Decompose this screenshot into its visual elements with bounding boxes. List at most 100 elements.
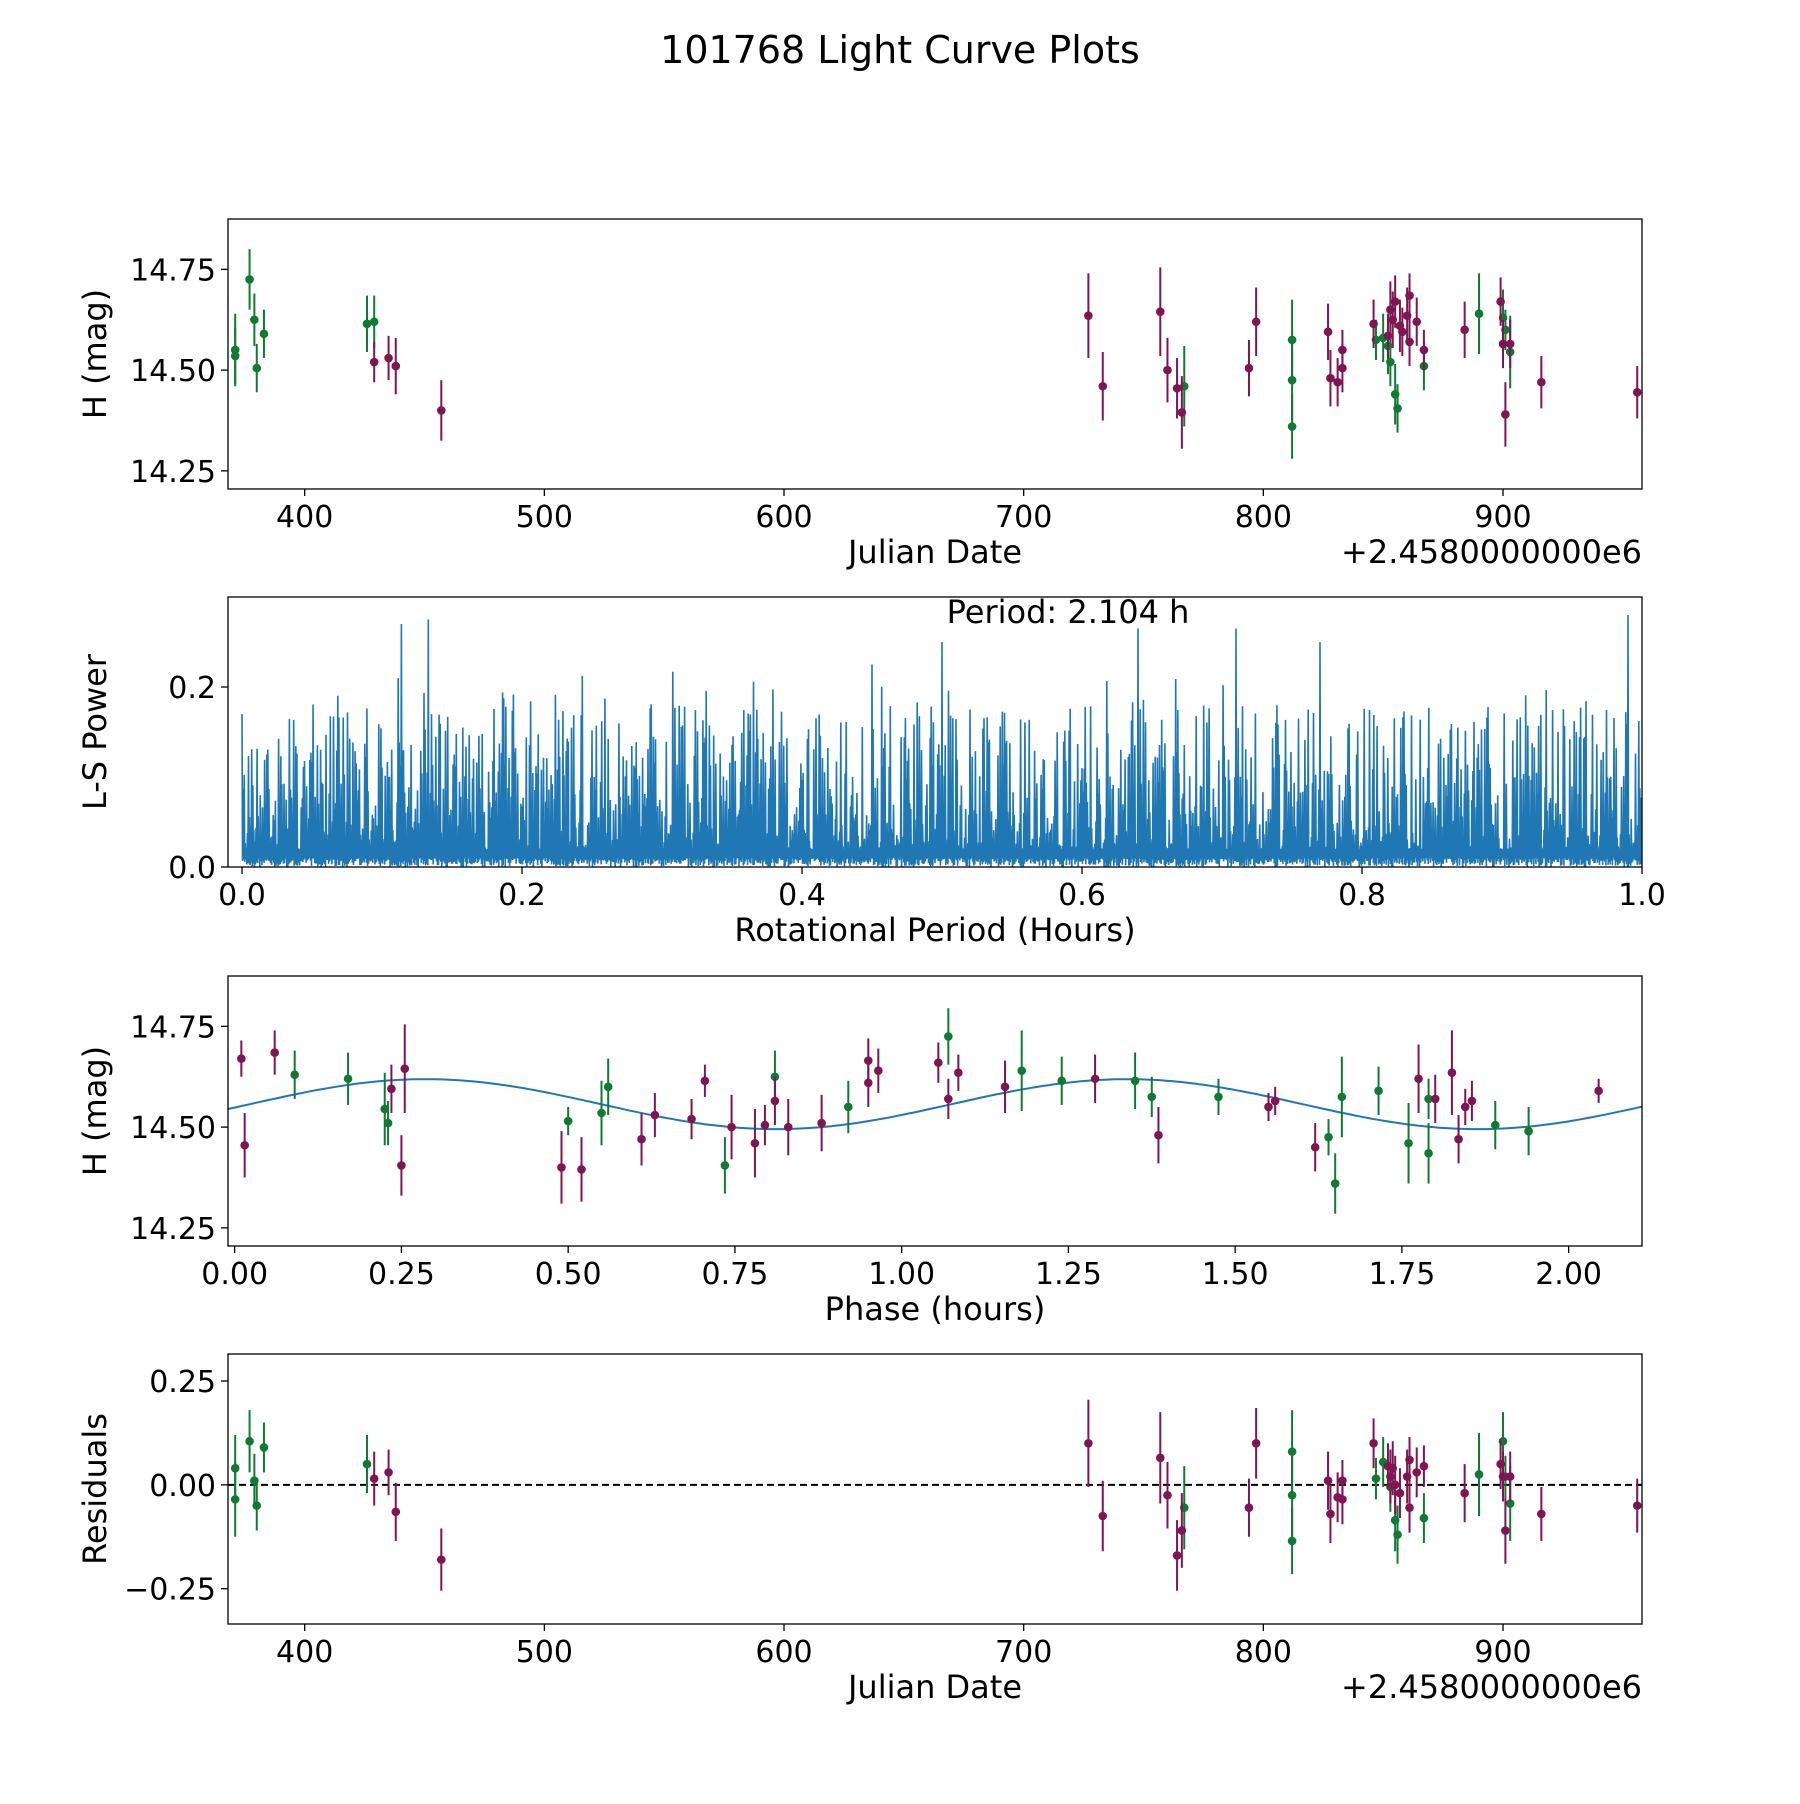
red-data-point bbox=[557, 1163, 566, 1172]
green-data-point bbox=[1524, 1126, 1533, 1136]
x-tick-label: 0.25 bbox=[368, 1257, 435, 1292]
x-tick-label: 800 bbox=[1235, 500, 1292, 535]
green-data-point bbox=[383, 1118, 393, 1128]
x-offset-text: +2.4580000000e6 bbox=[1341, 533, 1642, 571]
x-tick-label: 900 bbox=[1474, 1635, 1531, 1670]
green-data-point bbox=[843, 1102, 853, 1112]
green-series bbox=[230, 249, 1515, 459]
green-data-point bbox=[1393, 404, 1402, 413]
red-data-point bbox=[1326, 373, 1335, 383]
red-data-point bbox=[1505, 1472, 1515, 1481]
red-data-point bbox=[1505, 339, 1515, 349]
red-data-point bbox=[1447, 1068, 1457, 1078]
red-data-point bbox=[391, 361, 401, 371]
red-series bbox=[369, 267, 1642, 449]
green-data-point bbox=[1474, 1470, 1484, 1479]
y-tick-label: 0.0 bbox=[168, 851, 216, 886]
red-data-point bbox=[384, 1468, 393, 1477]
figure-title: 101768 Light Curve Plots bbox=[660, 28, 1140, 72]
red-data-point bbox=[1405, 1455, 1414, 1465]
green-data-point bbox=[597, 1108, 606, 1118]
red-data-point bbox=[687, 1114, 696, 1124]
red-data-point bbox=[1177, 408, 1187, 417]
red-data-point bbox=[1537, 1509, 1546, 1519]
x-tick-label: 0.2 bbox=[498, 878, 546, 913]
x-tick-label: 0.6 bbox=[1058, 878, 1106, 913]
green-data-point bbox=[1324, 1132, 1333, 1142]
red-data-point bbox=[864, 1078, 873, 1088]
red-data-point bbox=[436, 406, 446, 415]
y-tick-label: 0.00 bbox=[149, 1469, 216, 1504]
residuals-frame bbox=[227, 1353, 1643, 1625]
red-data-point bbox=[727, 1122, 736, 1132]
green-data-point bbox=[250, 315, 259, 325]
green-data-point bbox=[1337, 1092, 1347, 1102]
x-tick-label: 0.75 bbox=[702, 1257, 769, 1292]
red-data-point bbox=[436, 1555, 446, 1564]
y-tick-label: 14.50 bbox=[130, 354, 216, 389]
green-data-point bbox=[720, 1161, 730, 1170]
green-data-point bbox=[380, 1104, 390, 1114]
green-data-point bbox=[1490, 1120, 1500, 1130]
periodogram-panel bbox=[221, 596, 1643, 874]
red-data-point bbox=[1155, 1453, 1165, 1463]
green-data-point bbox=[1505, 1499, 1515, 1508]
y-tick-label: 14.75 bbox=[130, 1010, 216, 1045]
y-tick-label: −0.25 bbox=[124, 1573, 216, 1608]
red-data-point bbox=[391, 1507, 401, 1517]
red-data-point bbox=[1501, 1526, 1510, 1535]
x-tick-label: 500 bbox=[516, 500, 573, 535]
red-data-point bbox=[1390, 297, 1400, 306]
red-data-point bbox=[369, 357, 379, 367]
green-data-point bbox=[1057, 1076, 1067, 1086]
red-data-point bbox=[1460, 325, 1469, 335]
red-data-point bbox=[1460, 1102, 1470, 1112]
green-data-point bbox=[563, 1116, 573, 1126]
x-axis-label: Rotational Period (Hours) bbox=[734, 911, 1135, 949]
red-data-point bbox=[1454, 1134, 1463, 1144]
red-series bbox=[237, 1024, 1603, 1204]
red-data-point bbox=[1537, 377, 1546, 387]
x-tick-label: 900 bbox=[1474, 500, 1531, 535]
y-tick-label: 14.25 bbox=[130, 1212, 216, 1247]
red-data-point bbox=[954, 1068, 963, 1078]
red-data-point bbox=[1310, 1142, 1320, 1152]
red-data-point bbox=[934, 1058, 943, 1067]
x-tick-label: 600 bbox=[755, 500, 812, 535]
red-data-point bbox=[750, 1138, 760, 1148]
x-tick-label: 700 bbox=[995, 500, 1052, 535]
green-data-point bbox=[1287, 375, 1297, 385]
x-tick-label: 1.75 bbox=[1368, 1257, 1435, 1292]
red-data-point bbox=[237, 1054, 246, 1063]
x-tick-label: 600 bbox=[755, 1635, 812, 1670]
green-data-point bbox=[1287, 1536, 1297, 1546]
x-axis-label: Julian Date bbox=[846, 1668, 1022, 1706]
red-data-point bbox=[1098, 1511, 1108, 1521]
red-data-point bbox=[1326, 1509, 1335, 1519]
red-data-point bbox=[1251, 317, 1261, 327]
red-data-point bbox=[1430, 1094, 1440, 1104]
red-data-point bbox=[1084, 1439, 1093, 1448]
green-data-point bbox=[1017, 1066, 1027, 1076]
green-data-point bbox=[1287, 1490, 1297, 1500]
x-tick-label: 800 bbox=[1235, 1635, 1292, 1670]
green-series bbox=[290, 1008, 1533, 1214]
red-data-point bbox=[700, 1076, 710, 1086]
red-data-point bbox=[1270, 1096, 1280, 1106]
y-tick-label: 14.75 bbox=[130, 253, 216, 288]
red-data-point bbox=[1419, 345, 1429, 355]
red-data-point bbox=[240, 1140, 249, 1150]
green-data-point bbox=[259, 329, 269, 339]
green-data-point bbox=[944, 1032, 953, 1041]
red-data-point bbox=[1172, 383, 1182, 393]
y-tick-label: 14.25 bbox=[130, 455, 216, 490]
x-tick-label: 1.0 bbox=[1618, 878, 1666, 913]
red-series bbox=[369, 1399, 1642, 1591]
red-data-point bbox=[1155, 307, 1165, 316]
red-data-point bbox=[397, 1161, 406, 1170]
green-data-point bbox=[1386, 357, 1395, 367]
red-data-point bbox=[1398, 327, 1407, 337]
green-data-point bbox=[362, 319, 372, 329]
green-data-point bbox=[770, 1072, 780, 1082]
green-data-point bbox=[1393, 1530, 1402, 1539]
